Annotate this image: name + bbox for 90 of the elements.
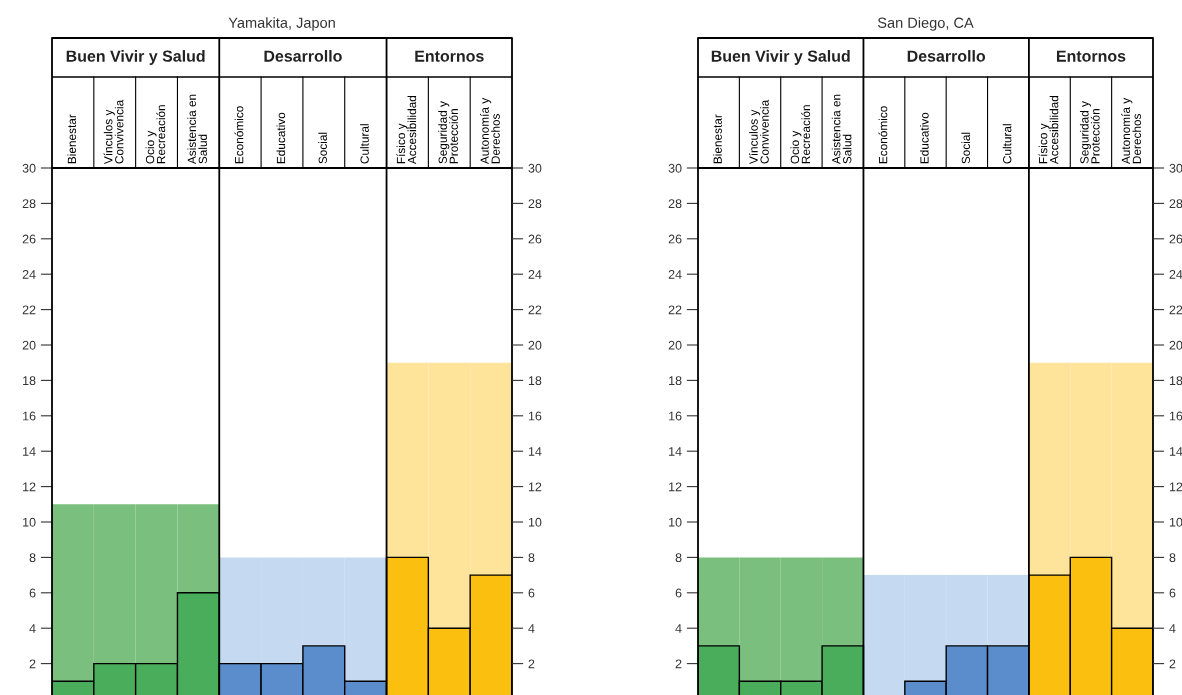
y2-tick-label: 20 bbox=[528, 340, 542, 350]
y-tick-label: 2 bbox=[675, 659, 682, 669]
y2-tick-label: 28 bbox=[528, 199, 542, 209]
y-tick-label: 10 bbox=[669, 517, 682, 527]
y2-tick-label: 20 bbox=[1169, 340, 1182, 350]
x-tick-label: Físico y Accesibilidad bbox=[396, 95, 417, 165]
y-tick-label: 4 bbox=[29, 624, 36, 633]
x-tick-label: Bienestar bbox=[67, 114, 77, 164]
y-tick-label: 20 bbox=[22, 340, 36, 350]
x-tick-label: Social bbox=[318, 132, 327, 164]
text: Entornos bbox=[415, 50, 484, 62]
y-tick-label: 12 bbox=[669, 482, 682, 492]
y2-tick-label: 10 bbox=[528, 517, 542, 527]
y-tick-label: 18 bbox=[669, 376, 682, 386]
y-tick-label: 16 bbox=[669, 411, 682, 421]
y-tick-label: 6 bbox=[675, 588, 682, 598]
x-tick-label: Seguridad y Protección bbox=[438, 101, 458, 164]
y2-tick-label: 18 bbox=[528, 376, 542, 386]
y-tick-label: 8 bbox=[29, 553, 36, 563]
y-tick-label: 26 bbox=[668, 234, 682, 244]
y-tick-label: 18 bbox=[23, 376, 36, 386]
y-tick-label: 4 bbox=[675, 624, 682, 633]
y2-tick-label: 14 bbox=[1169, 447, 1182, 456]
text: Desarrollo bbox=[264, 50, 342, 62]
x-tick-label: Educativo bbox=[276, 112, 286, 164]
y2-tick-label: 14 bbox=[528, 447, 542, 456]
x-tick-label: Autonomía y Derechos bbox=[480, 97, 500, 165]
x-tick-label: Físico y Accesibilidad bbox=[1038, 95, 1059, 165]
y2-tick-label: 26 bbox=[1169, 234, 1182, 244]
y-tick-label: 8 bbox=[675, 553, 682, 563]
y2-tick-label: 12 bbox=[1169, 482, 1182, 492]
x-tick-label: Asistencia en Salud bbox=[187, 94, 208, 165]
y-tick-label: 30 bbox=[22, 163, 36, 173]
y2-tick-label: 26 bbox=[528, 234, 542, 244]
chart-title: Yamakita, Japon bbox=[228, 17, 335, 31]
x-tick-label: Autonomía y Derechos bbox=[1121, 97, 1142, 165]
y2-tick-label: 24 bbox=[1169, 270, 1182, 279]
x-tick-label: Vínculos y Convivencia bbox=[748, 99, 769, 165]
y-tick-label: 12 bbox=[23, 482, 36, 492]
text: Desarrollo bbox=[907, 50, 986, 62]
x-tick-label: Ocio y Recreación bbox=[790, 105, 811, 164]
y-tick-label: 28 bbox=[22, 199, 36, 209]
y2-tick-label: 4 bbox=[528, 624, 535, 633]
x-tick-label: Cultural bbox=[360, 124, 369, 164]
x-tick-label: Social bbox=[961, 132, 971, 164]
y-tick-label: 10 bbox=[23, 517, 36, 527]
y2-tick-label: 30 bbox=[528, 163, 542, 173]
x-tick-label: Cultural bbox=[1002, 124, 1012, 164]
y2-tick-label: 8 bbox=[528, 553, 535, 563]
text: Entornos bbox=[1056, 50, 1126, 62]
x-tick-label: Asistencia en Salud bbox=[831, 94, 852, 165]
y-tick-label: 30 bbox=[668, 163, 682, 173]
y-tick-label: 24 bbox=[22, 270, 36, 279]
y2-tick-label: 10 bbox=[1169, 517, 1182, 527]
y2-tick-label: 6 bbox=[528, 588, 535, 598]
y2-tick-label: 8 bbox=[1169, 553, 1176, 563]
y-tick-label: 16 bbox=[23, 411, 36, 421]
y2-tick-label: 2 bbox=[1169, 659, 1176, 669]
y2-tick-label: 18 bbox=[1169, 376, 1182, 386]
y2-tick-label: 22 bbox=[528, 305, 542, 315]
text: Buen Vivir y Salud bbox=[66, 50, 205, 65]
y-tick-label: 22 bbox=[668, 305, 682, 315]
y-tick-label: 14 bbox=[23, 447, 36, 456]
text: Buen Vivir y Salud bbox=[711, 50, 850, 65]
y2-tick-label: 22 bbox=[1169, 305, 1182, 315]
y2-tick-label: 28 bbox=[1169, 199, 1182, 209]
y2-tick-label: 16 bbox=[1169, 411, 1182, 421]
x-tick-label: Educativo bbox=[920, 112, 929, 164]
y-tick-label: 22 bbox=[22, 305, 36, 315]
y-tick-label: 28 bbox=[668, 199, 682, 209]
y-tick-label: 14 bbox=[669, 447, 682, 456]
y-tick-label: 24 bbox=[668, 270, 682, 279]
x-tick-label: Ocio y Recreación bbox=[145, 105, 166, 164]
y2-tick-label: 16 bbox=[528, 411, 542, 421]
x-tick-label: Seguridad y Protección bbox=[1079, 101, 1100, 164]
chart-title: San Diego, CA bbox=[877, 17, 974, 31]
x-tick-label: Vínculos y Convivencia bbox=[103, 99, 124, 165]
y2-tick-label: 4 bbox=[1169, 624, 1176, 633]
y-tick-label: 6 bbox=[29, 588, 36, 598]
x-tick-label: Económico bbox=[878, 106, 888, 164]
y-tick-label: 2 bbox=[29, 659, 36, 669]
y2-tick-label: 12 bbox=[528, 482, 542, 492]
y-tick-label: 20 bbox=[668, 340, 682, 350]
y-tick-label: 26 bbox=[22, 234, 36, 244]
x-tick-label: Bienestar bbox=[713, 114, 722, 164]
y2-tick-label: 30 bbox=[1169, 163, 1182, 173]
y2-tick-label: 6 bbox=[1169, 588, 1176, 598]
y2-tick-label: 24 bbox=[528, 270, 542, 279]
x-tick-label: Económico bbox=[234, 106, 244, 164]
y2-tick-label: 2 bbox=[528, 659, 535, 669]
